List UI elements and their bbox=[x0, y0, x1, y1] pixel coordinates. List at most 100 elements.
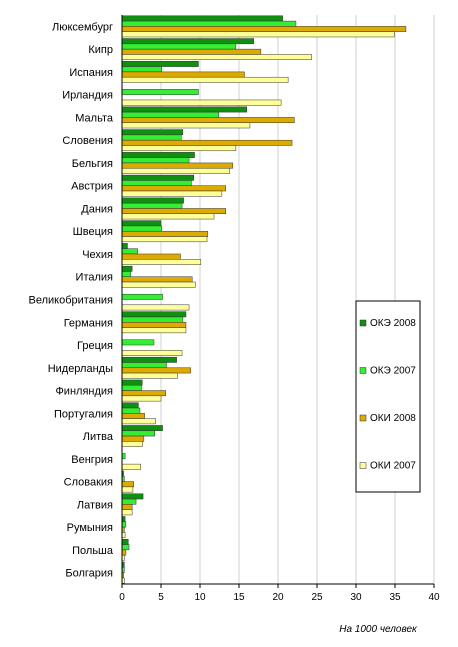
bar bbox=[121, 20, 297, 27]
bar bbox=[121, 43, 237, 50]
bar bbox=[121, 311, 187, 318]
bar bbox=[121, 304, 190, 311]
category-label: Великобритания bbox=[29, 295, 114, 307]
category-labels: Люксембург Кипр Испания Ирландия Мальта Слове… bbox=[29, 21, 114, 579]
bar bbox=[121, 213, 215, 220]
bar bbox=[121, 15, 283, 22]
category-label: Дания bbox=[81, 204, 113, 216]
bar bbox=[121, 197, 184, 204]
bar bbox=[121, 190, 223, 197]
x-axis-unit-label: На 1000 человек bbox=[339, 624, 418, 635]
bar bbox=[121, 356, 177, 363]
tick-labels: 0 5 10 15 20 25 30 35 40 bbox=[119, 584, 440, 603]
bar bbox=[121, 549, 127, 556]
bar bbox=[121, 463, 141, 470]
bar bbox=[121, 220, 162, 227]
x-tick-label: 20 bbox=[272, 592, 284, 603]
legend-swatch bbox=[359, 367, 367, 374]
x-tick-label: 40 bbox=[428, 592, 440, 603]
bar bbox=[121, 486, 134, 493]
category-label: Румыния bbox=[67, 522, 113, 534]
bar bbox=[121, 372, 178, 379]
legend-label: ОКЭ 2007 bbox=[370, 366, 416, 377]
bar bbox=[121, 407, 141, 414]
bar bbox=[121, 38, 255, 45]
bar bbox=[121, 384, 142, 391]
bar bbox=[121, 111, 219, 118]
bar bbox=[121, 31, 395, 38]
bar bbox=[121, 162, 234, 169]
bar bbox=[121, 322, 187, 328]
bar bbox=[121, 539, 129, 545]
category-label: Италия bbox=[76, 272, 114, 284]
x-tick-label: 15 bbox=[233, 592, 245, 603]
bar bbox=[121, 544, 130, 551]
x-tick-label: 5 bbox=[158, 592, 164, 603]
category-label: Мальта bbox=[75, 112, 114, 124]
bar bbox=[121, 174, 195, 181]
x-tick-label: 35 bbox=[389, 592, 401, 603]
legend-swatch bbox=[359, 462, 367, 469]
category-label: Греция bbox=[77, 340, 113, 352]
bar bbox=[121, 481, 134, 488]
bar bbox=[121, 379, 143, 386]
bar bbox=[121, 208, 226, 215]
bar bbox=[121, 498, 137, 505]
category-label: Литва bbox=[83, 431, 114, 443]
bar bbox=[121, 390, 166, 397]
bar bbox=[121, 157, 190, 164]
category-label: Испания bbox=[69, 67, 113, 79]
category-label: Бельгия bbox=[72, 158, 113, 170]
bar bbox=[121, 122, 251, 129]
bar bbox=[121, 106, 248, 113]
bar bbox=[121, 418, 156, 425]
bar bbox=[121, 441, 143, 447]
category-label: Венгрия bbox=[71, 454, 113, 466]
bar bbox=[121, 271, 131, 277]
legend-swatch bbox=[359, 414, 367, 422]
x-tick-label: 25 bbox=[311, 592, 323, 603]
bar bbox=[121, 281, 196, 288]
bar bbox=[121, 61, 199, 67]
category-label: Кипр bbox=[88, 44, 113, 56]
bar bbox=[121, 180, 192, 186]
bar bbox=[121, 145, 237, 152]
bar bbox=[121, 425, 163, 432]
bar bbox=[121, 362, 167, 369]
legend-label: ОКИ 2008 bbox=[370, 413, 416, 424]
bar bbox=[121, 253, 181, 260]
bar bbox=[121, 350, 183, 356]
bar bbox=[121, 89, 199, 95]
bar bbox=[121, 99, 282, 106]
bar bbox=[121, 26, 407, 32]
bar bbox=[121, 139, 293, 146]
bar bbox=[121, 430, 156, 437]
bar bbox=[121, 395, 162, 402]
bar bbox=[121, 152, 195, 158]
bar bbox=[121, 509, 133, 516]
category-label: Португалия bbox=[54, 408, 113, 420]
bar bbox=[121, 293, 163, 300]
bar bbox=[121, 134, 182, 141]
category-label: Нидерланды bbox=[48, 363, 113, 375]
category-label: Словакия bbox=[64, 477, 113, 489]
x-tick-label: 10 bbox=[194, 592, 206, 603]
bar bbox=[121, 117, 295, 123]
bar bbox=[121, 327, 187, 334]
category-label: Германия bbox=[64, 317, 113, 329]
bar bbox=[121, 248, 138, 255]
category-label: Швеция bbox=[73, 226, 113, 238]
bar bbox=[121, 230, 209, 237]
bar bbox=[121, 316, 184, 323]
legend-label: ОКЭ 2008 bbox=[370, 318, 416, 329]
bar bbox=[121, 435, 145, 442]
bar bbox=[121, 236, 208, 243]
bar bbox=[121, 71, 245, 78]
category-label: Австрия bbox=[71, 181, 113, 193]
bar bbox=[121, 54, 312, 60]
legend-frame bbox=[355, 300, 421, 493]
category-label: Словения bbox=[62, 135, 113, 147]
category-label: Латвия bbox=[77, 499, 113, 511]
bar bbox=[121, 259, 202, 265]
